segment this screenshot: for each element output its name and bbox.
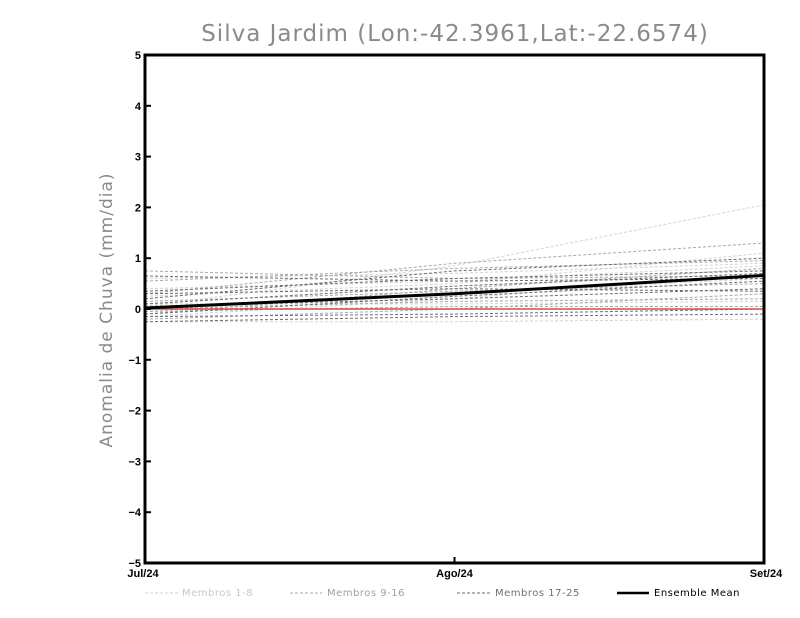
- series-member-1: [144, 204, 765, 307]
- ytick-label-4: 1: [135, 253, 141, 265]
- series-member-8: [144, 265, 765, 290]
- series-member-17: [144, 257, 765, 300]
- x-ticks: Jul/24 Ago/24 Set/24: [127, 557, 783, 580]
- ytick-label-2: 3: [135, 152, 141, 164]
- legend-label-members-9-16: Membros 9-16: [327, 588, 405, 599]
- series-member-14: [144, 298, 765, 310]
- series-layer: [144, 204, 765, 323]
- y-axis-label: Anomalia de Chuva (mm/dia): [97, 172, 117, 447]
- legend-item-members-17-25: Membros 17-25: [457, 588, 580, 599]
- series-member-9: [144, 270, 765, 280]
- legend-label-members-1-8: Membros 1-8: [182, 588, 253, 599]
- legend-item-members-1-8: Membros 1-8: [145, 588, 253, 599]
- ytick-label-1: 4: [135, 101, 142, 113]
- ytick-label-9: −4: [128, 507, 141, 519]
- series-member-15: [144, 260, 765, 282]
- y-ticks: 5 4 3 2 1 0 −1 −2 −3 −4 −5: [128, 50, 151, 570]
- series-member-24: [144, 288, 765, 295]
- ytick-label-3: 2: [135, 202, 141, 214]
- series-member-5: [144, 262, 765, 279]
- legend-label-ensemble-mean: Ensemble Mean: [654, 588, 740, 599]
- series-member-22: [144, 275, 765, 282]
- chart-title: Silva Jardim (Lon:-42.3961,Lat:-22.6574): [201, 21, 709, 47]
- ytick-label-8: −3: [128, 456, 141, 468]
- mean-layer: [144, 274, 765, 310]
- series-member-12: [144, 293, 765, 320]
- xtick-label-2: Set/24: [750, 568, 783, 580]
- ytick-label-10: −5: [128, 558, 141, 570]
- series-member-21: [144, 313, 765, 323]
- legend-item-ensemble-mean: Ensemble Mean: [617, 588, 740, 599]
- legend-label-members-17-25: Membros 17-25: [495, 588, 580, 599]
- legend-item-members-9-16: Membros 9-16: [290, 588, 405, 599]
- series-member-19: [144, 270, 765, 292]
- ytick-label-6: −1: [128, 355, 141, 367]
- ytick-label-5: 0: [135, 304, 141, 316]
- ytick-label-7: −2: [128, 406, 141, 418]
- series-member-7: [145, 300, 765, 305]
- series-member-23: [144, 272, 765, 305]
- series-member-10: [144, 267, 765, 315]
- ytick-label-0: 5: [135, 50, 141, 62]
- series-member-4: [145, 318, 765, 323]
- series-ensemble-mean: [144, 274, 765, 310]
- series-member-20: [144, 288, 765, 307]
- xtick-label-0: Jul/24: [127, 568, 159, 580]
- series-member-16: [144, 306, 764, 312]
- series-member-18: [144, 308, 765, 318]
- series-member-11: [144, 242, 765, 295]
- xtick-label-1: Ago/24: [436, 568, 474, 580]
- series-member-25: [144, 280, 765, 315]
- legend: Membros 1-8 Membros 9-16 Membros 17-25 E…: [145, 588, 740, 599]
